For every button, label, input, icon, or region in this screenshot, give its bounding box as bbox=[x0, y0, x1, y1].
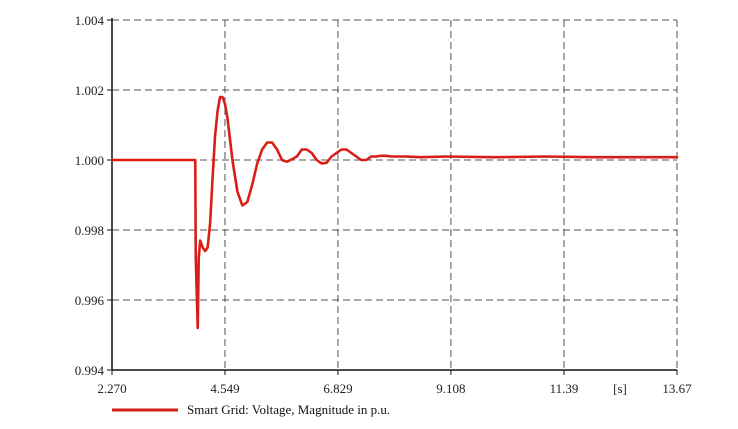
grid-lines bbox=[112, 19, 678, 370]
x-tick-label: 11.39 bbox=[550, 381, 579, 396]
legend-label: Smart Grid: Voltage, Magnitude in p.u. bbox=[187, 402, 390, 417]
x-tick-label: 13.67 bbox=[662, 381, 692, 396]
legend: Smart Grid: Voltage, Magnitude in p.u. bbox=[112, 402, 390, 417]
y-tick-label: 1.000 bbox=[75, 153, 104, 168]
x-tick-labels: 2.270 4.549 6.829 9.108 11.39 13.67 bbox=[97, 381, 692, 396]
series-line-voltage bbox=[110, 95, 679, 330]
y-tick-label: 0.996 bbox=[75, 293, 105, 308]
x-unit-label: [s] bbox=[613, 381, 627, 396]
y-tick-label: 1.004 bbox=[75, 13, 105, 28]
x-tick-label: 4.549 bbox=[210, 381, 239, 396]
x-tick-label: 9.108 bbox=[436, 381, 465, 396]
y-tick-labels: 1.004 1.002 1.000 0.998 0.996 0.994 bbox=[75, 13, 105, 378]
series-lines bbox=[110, 95, 679, 330]
y-tick-label: 0.998 bbox=[75, 223, 104, 238]
y-tick-label: 0.994 bbox=[75, 363, 105, 378]
axes bbox=[107, 18, 678, 375]
x-tick-label: 6.829 bbox=[323, 381, 352, 396]
x-tick-label: 2.270 bbox=[97, 381, 126, 396]
y-tick-label: 1.002 bbox=[75, 83, 104, 98]
